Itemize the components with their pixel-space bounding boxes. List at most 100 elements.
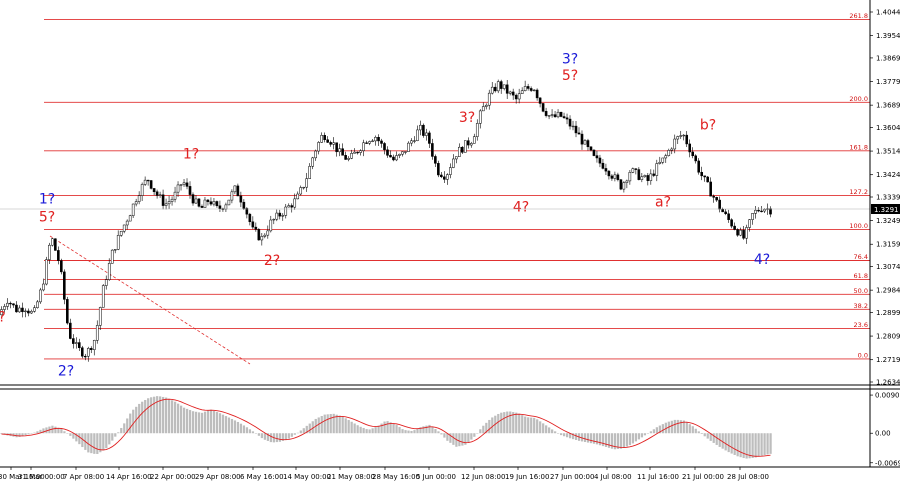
candle-body <box>18 307 21 313</box>
histogram-bar <box>132 409 135 434</box>
wave-label: 1? <box>183 147 199 163</box>
fib-level-label: 127.2 <box>849 188 868 196</box>
candle-body <box>6 302 9 307</box>
histogram-bar <box>559 433 563 436</box>
time-tick-label: 27 Jun 00:00 <box>550 473 594 481</box>
histogram-bar <box>679 420 682 434</box>
candle-body <box>733 225 736 230</box>
histogram-bar <box>81 433 84 448</box>
histogram-bar <box>93 433 96 454</box>
histogram-bar <box>332 413 335 434</box>
time-tick-label: 14 May 00:00 <box>283 473 331 481</box>
histogram-bar <box>631 433 635 444</box>
price-tick-label: 1.3604 <box>876 124 900 132</box>
candle-body <box>57 250 60 261</box>
histogram-bar <box>682 420 685 434</box>
histogram-bar <box>36 431 39 434</box>
price-tick-label: 1.3954 <box>876 32 900 40</box>
candle-body <box>104 279 108 286</box>
histogram-bar <box>548 427 551 434</box>
candle-body <box>751 213 754 220</box>
histogram-bar <box>410 430 413 434</box>
histogram-bar <box>437 431 440 434</box>
candle-body <box>688 143 692 153</box>
candle-body <box>658 162 662 164</box>
histogram-bar <box>443 433 446 438</box>
candle-body <box>469 143 473 146</box>
candle-body <box>42 283 45 291</box>
candle-body <box>356 151 359 154</box>
price-tick-label: 1.3869 <box>876 54 900 62</box>
histogram-bar <box>299 430 302 434</box>
time-tick-label: 7 Apr 08:00 <box>63 473 104 481</box>
candle-body <box>694 155 697 162</box>
candle-body <box>595 155 599 159</box>
histogram-bar <box>500 412 503 434</box>
candle-body <box>251 221 255 228</box>
candle-body <box>101 285 105 308</box>
candle-body <box>224 204 228 210</box>
histogram-bar <box>670 420 673 434</box>
time-tick-label: 12 Jun 08:00 <box>461 473 505 481</box>
candle-body <box>598 157 602 164</box>
candle-body <box>257 229 261 241</box>
candle-body <box>173 191 177 200</box>
candle-body <box>727 213 730 220</box>
histogram-bar <box>724 433 727 451</box>
candle-body <box>362 142 365 151</box>
candle-body <box>580 133 584 145</box>
candle-body <box>194 198 198 204</box>
candle-body <box>452 158 455 168</box>
histogram-bar <box>616 433 620 449</box>
histogram-bar <box>356 425 359 434</box>
histogram-bar <box>446 433 449 441</box>
candle-body <box>706 176 709 183</box>
candle-body <box>215 201 219 207</box>
histogram-bar <box>509 411 512 434</box>
candle-body <box>604 168 608 172</box>
histogram-bar <box>27 433 30 435</box>
candle-body <box>72 338 75 344</box>
candle-body <box>511 91 515 96</box>
histogram-bar <box>652 429 656 434</box>
candle-body <box>92 340 96 350</box>
candle-body <box>335 142 338 153</box>
candle-body <box>95 325 99 341</box>
candle-body <box>272 218 276 221</box>
time-tick-label: 11 Jul 16:00 <box>637 473 679 481</box>
candle-body <box>122 224 126 232</box>
histogram-bar <box>57 427 60 434</box>
candle-body <box>12 303 15 306</box>
candle-body <box>158 194 162 196</box>
histogram-bar <box>87 433 90 453</box>
candle-body <box>523 86 527 91</box>
histogram-bar <box>533 417 536 434</box>
histogram-bar <box>90 433 93 454</box>
histogram-bar <box>236 421 240 434</box>
candle-body <box>607 170 611 177</box>
candle-body <box>60 260 63 273</box>
histogram-bar <box>766 433 769 455</box>
histogram-bar <box>248 429 252 434</box>
candle-body <box>559 111 563 117</box>
candle-body <box>682 134 686 137</box>
histogram-bar <box>700 433 703 434</box>
histogram-bar <box>287 433 290 439</box>
histogram-bar <box>341 416 344 434</box>
candle-body <box>601 162 605 169</box>
histogram-bar <box>39 429 42 434</box>
histogram-bar <box>114 433 117 437</box>
wave-label: a? <box>655 194 671 210</box>
candle-body <box>371 140 374 142</box>
candle-body <box>344 155 347 160</box>
indicator-tick-label: -0.00697 <box>875 459 900 467</box>
histogram-bar <box>374 427 377 434</box>
histogram-bar <box>434 429 437 434</box>
candle-body <box>655 163 659 176</box>
histogram-bar <box>18 433 21 437</box>
candle-body <box>242 201 246 209</box>
histogram-bar <box>60 428 63 434</box>
candle-body <box>51 238 54 246</box>
histogram-bar <box>293 433 296 435</box>
